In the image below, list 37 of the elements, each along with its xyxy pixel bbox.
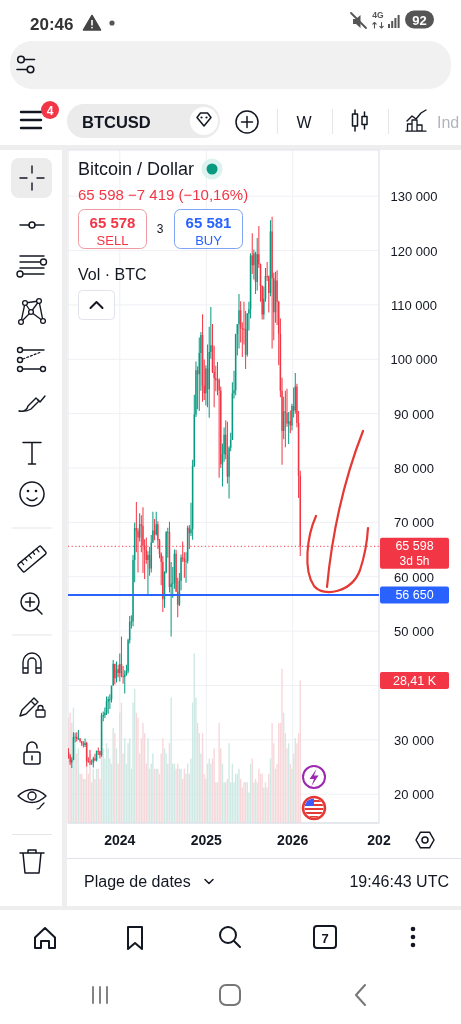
- y-tick-label: 60 000: [394, 569, 434, 585]
- text: 65 598 −7 419 (−10,16%): [78, 185, 249, 203]
- annotation: 65 581: [185, 213, 232, 231]
- text: 19:46:43 UTC: [349, 872, 449, 890]
- text: 20:46: [30, 14, 74, 34]
- text: Plage de dates: [84, 872, 191, 890]
- text: 3d 5h: [399, 554, 430, 569]
- x-tick-label: 2024: [104, 832, 136, 848]
- text: 4: [46, 103, 54, 118]
- y-tick-label: 130 000: [390, 188, 438, 204]
- annotation: Vol · BTC: [78, 265, 147, 283]
- y-tick-label: 100 000: [390, 351, 438, 367]
- text: W: [296, 113, 313, 131]
- text: 7: [321, 930, 329, 945]
- annotation: BUY: [195, 232, 223, 248]
- text: 28,41 K: [392, 673, 437, 688]
- text: Ind: [437, 113, 460, 131]
- y-tick-label: 80 000: [394, 460, 434, 476]
- y-tick-label: 110 000: [390, 297, 438, 313]
- text: 4G: [372, 10, 385, 20]
- y-tick-label: 120 000: [390, 243, 438, 259]
- y-tick-label: 50 000: [394, 623, 434, 639]
- x-tick-label: 202: [367, 832, 391, 848]
- ref-line-label: 65 598: [395, 539, 434, 554]
- y-tick-label: 70 000: [394, 514, 434, 530]
- y-tick-label: 30 000: [394, 732, 434, 748]
- ref-line-label: 56 650: [395, 587, 434, 602]
- text: BTCUSD: [82, 112, 151, 131]
- x-tick-label: 2025: [190, 832, 223, 848]
- x-tick-label: 2026: [277, 832, 309, 848]
- text: 92: [412, 12, 427, 28]
- y-tick-label: 20 000: [394, 786, 434, 802]
- annotation: 65 578: [89, 213, 136, 231]
- annotation: SELL: [96, 232, 129, 248]
- annotation: 3: [156, 222, 164, 236]
- y-tick-label: 90 000: [394, 406, 434, 422]
- text: Bitcoin / Dollar: [78, 159, 195, 179]
